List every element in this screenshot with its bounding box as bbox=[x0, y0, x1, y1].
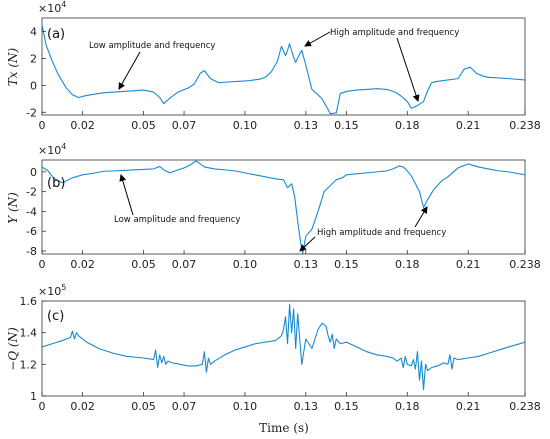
panel-b-xtick-label: 0.21 bbox=[456, 258, 481, 271]
panel-b-ytick-label: -4 bbox=[26, 205, 37, 218]
panel-b-xtick-label: 0 bbox=[39, 258, 46, 271]
panel-b-series-0-line bbox=[41, 160, 526, 254]
panel-b-ylabel: Y (N) bbox=[6, 192, 20, 224]
panel-b-axes-box bbox=[41, 159, 526, 255]
panel-b-annotation-high: High amplitude and frequency bbox=[317, 228, 446, 238]
panel-c: 1 1.2 1.4 1.6 0 0.02 0.05 0.07 0.10 0.13 0.15 0.18… bbox=[6, 283, 541, 435]
panel-b-xtick-label: 0.13 bbox=[294, 258, 319, 271]
panel-b-ytick-label: 0 bbox=[30, 166, 37, 179]
panel-a-xtick-label: 0.21 bbox=[456, 119, 481, 132]
panel-c-xtick-label: 0.02 bbox=[70, 400, 95, 413]
panel-a-arrow-low bbox=[118, 51, 141, 90]
panel-b-xtick-label: 0.15 bbox=[334, 258, 359, 271]
panel-a-annotation-low: Low amplitude and frequency bbox=[89, 41, 215, 51]
panel-a-exponent: ×104 bbox=[38, 0, 66, 15]
panel-a-xtick-label: 0.15 bbox=[334, 119, 359, 132]
panel-a-xtick-label: 0.05 bbox=[131, 119, 156, 132]
panel-b-xtick-label: 0.02 bbox=[70, 258, 95, 271]
panel-b-annotation-low: Low amplitude and frequency bbox=[114, 215, 240, 225]
panel-b-label: (b) bbox=[47, 176, 65, 191]
panel-c-ytick-label: 1.2 bbox=[20, 358, 38, 371]
panel-a-annotation-high: High amplitude and frequency bbox=[330, 28, 459, 38]
panel-a-arrow-high-1 bbox=[304, 31, 331, 47]
panel-b-xtick-label: 0.05 bbox=[131, 258, 156, 271]
panel-a-axes-box bbox=[41, 17, 526, 116]
panel-b-xtick-label: 0.10 bbox=[233, 258, 258, 271]
panel-c-xtick-label: 0.21 bbox=[456, 400, 481, 413]
panel-b-exponent-power: 4 bbox=[61, 142, 66, 151]
panel-a-series-0-line bbox=[41, 24, 526, 115]
panel-b-xtick-group: 0 0.02 0.05 0.07 0.10 0.13 0.15 0.18 0.21 0.238 bbox=[39, 250, 541, 271]
panel-b-xtick-label: 0.18 bbox=[395, 258, 420, 271]
panel-c-xtick-label: 0.15 bbox=[334, 400, 359, 413]
panel-c-xtick-label: 0.18 bbox=[395, 400, 420, 413]
panel-c-xtick-label: 0.07 bbox=[172, 400, 197, 413]
panel-a-xtick-label: 0.07 bbox=[172, 119, 197, 132]
panel-b-exponent-base: ×10 bbox=[38, 144, 61, 157]
panel-a-ytick-group: -2 0 2 4 bbox=[26, 25, 46, 119]
panel-a-exponent-base: ×10 bbox=[38, 2, 61, 15]
panel-c-label: (c) bbox=[47, 309, 64, 324]
panel-c-xtick-label: 0.05 bbox=[131, 400, 156, 413]
panel-b: -8-6-4-20 0 0.02 0.05 0.07 0.10 0.13 0.15 0.18 0… bbox=[6, 142, 541, 271]
panel-b-arrow-high-1 bbox=[299, 236, 316, 252]
panel-b-xtick-label: 0.07 bbox=[172, 258, 197, 271]
panel-b-xtick-label: 0.238 bbox=[509, 258, 541, 271]
panel-c-line-group bbox=[41, 303, 526, 391]
panel-c-exponent-base: ×10 bbox=[38, 285, 61, 298]
panel-c-axes-box bbox=[41, 300, 526, 397]
panel-c-ytick-label: 1.4 bbox=[20, 327, 38, 340]
panel-c-xtick-label: 0.238 bbox=[509, 400, 541, 413]
panel-a-xtick-group: 0 0.02 0.05 0.07 0.10 0.13 0.15 0.18 0.21 0.238 bbox=[39, 111, 541, 132]
panel-c-exponent: ×105 bbox=[38, 283, 66, 298]
panel-a-xtick-label: 0.18 bbox=[395, 119, 420, 132]
panel-c-ytick-group: 1 1.2 1.4 1.6 bbox=[20, 295, 46, 403]
panel-c-ytick-label: 1.6 bbox=[20, 295, 38, 308]
panel-a-ytick-label: 0 bbox=[30, 79, 37, 92]
panel-b-arrow-high-2 bbox=[414, 206, 428, 228]
panel-a-ylabel: Tx (N) bbox=[6, 47, 20, 86]
panel-a-exponent-power: 4 bbox=[61, 0, 66, 9]
panel-b-ytick-label: -2 bbox=[26, 186, 37, 199]
panel-a-xtick-label: 0.238 bbox=[509, 119, 541, 132]
panel-a-arrow-high-2 bbox=[396, 37, 420, 102]
panel-c-ytick-label: 1 bbox=[30, 390, 37, 403]
panel-b-ytick-group: -8 -6 -4 -2 0 bbox=[26, 166, 46, 258]
panel-a-ytick-label: 4 bbox=[30, 25, 37, 38]
panel-c-ylabel: −Q (N) bbox=[6, 327, 20, 371]
panel-c-xtick-group: 0 0.02 0.05 0.07 0.10 0.13 0.15 0.18 0.21 0.238 bbox=[39, 392, 541, 413]
panel-c-xtick-label: 0 bbox=[39, 400, 46, 413]
panel-c-exponent-power: 5 bbox=[61, 283, 66, 292]
panel-a-ytick-label: -2 bbox=[26, 106, 37, 119]
panel-a-line-group bbox=[41, 24, 526, 115]
panel-b-ytick-label: -8 bbox=[26, 245, 37, 258]
panel-a-label: (a) bbox=[47, 27, 65, 42]
panel-a-xtick-label: 0.02 bbox=[70, 119, 95, 132]
x-axis-label: Time (s) bbox=[259, 421, 309, 435]
panel-a-ytick-label: 2 bbox=[30, 52, 37, 65]
panel-a-xtick-label: 0.13 bbox=[294, 119, 319, 132]
panel-b-line-group bbox=[41, 160, 526, 254]
panel-c-series-0-line bbox=[41, 303, 526, 391]
panel-b-ytick-label: -6 bbox=[26, 225, 37, 238]
panel-c-xtick-label: 0.13 bbox=[294, 400, 319, 413]
panel-a-xtick-label: 0 bbox=[39, 119, 46, 132]
panel-b-arrow-low bbox=[119, 174, 134, 216]
panel-a-xtick-label: 0.10 bbox=[233, 119, 258, 132]
panel-c-xtick-label: 0.10 bbox=[233, 400, 258, 413]
panel-b-exponent: ×104 bbox=[38, 142, 66, 157]
